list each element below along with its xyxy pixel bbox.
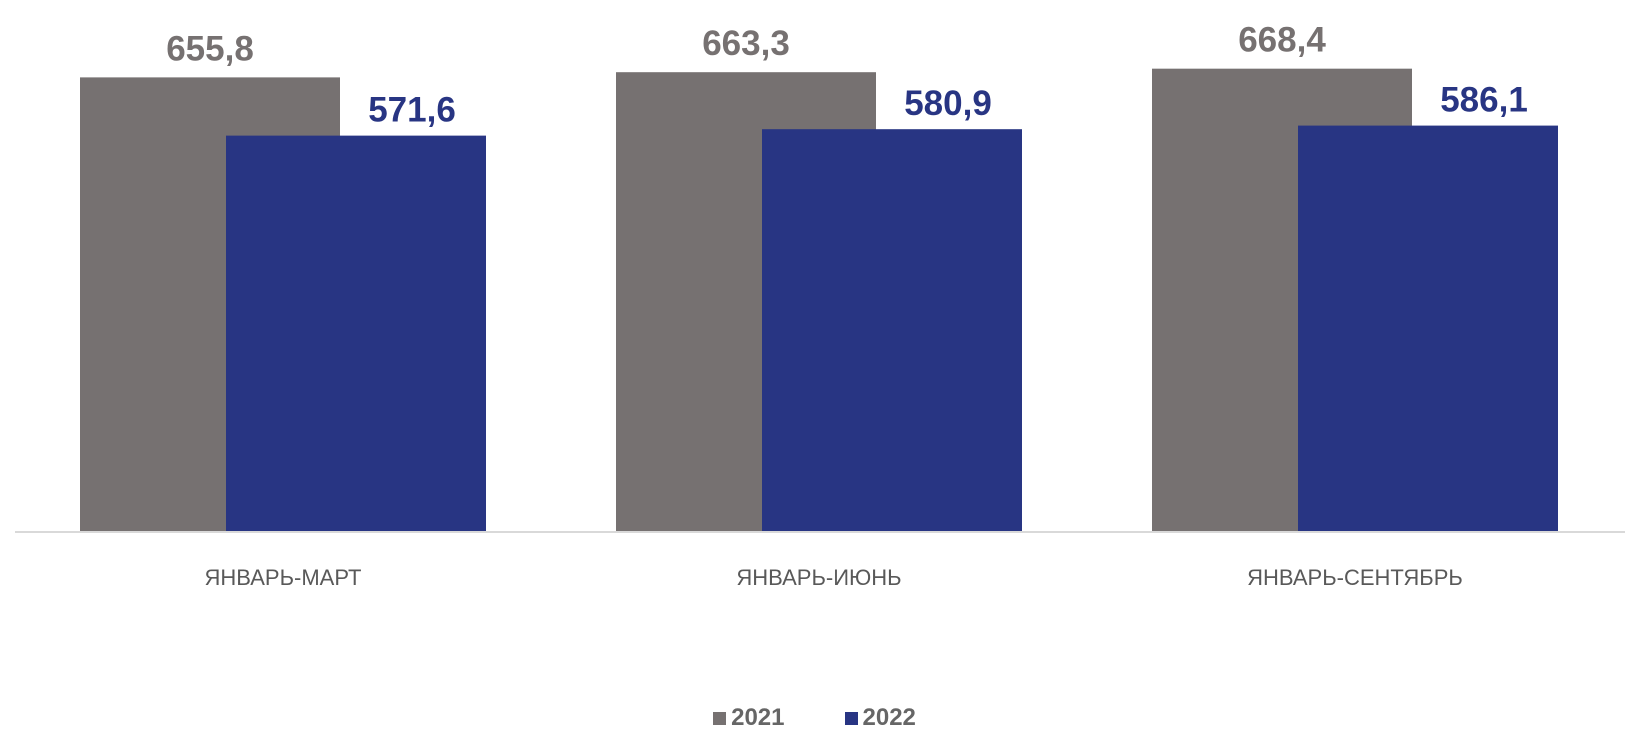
data-label-2021-2: 663,3 <box>702 24 790 63</box>
data-label-2022-3: 586,1 <box>1440 81 1528 120</box>
data-label-2021-1: 655,8 <box>166 29 254 68</box>
bars-group <box>80 68 1558 532</box>
legend: 2021 2022 <box>0 704 1629 732</box>
category-label-2: ЯНВАРЬ-ИЮНЬ <box>736 565 901 590</box>
legend-swatch-2021 <box>713 711 727 725</box>
legend-item-2022: 2022 <box>844 704 916 732</box>
category-label-1: ЯНВАРЬ-МАРТ <box>205 565 362 590</box>
bar-2022-3 <box>1298 125 1558 531</box>
labels-group: 655,8 571,6 ЯНВАРЬ-МАРТ 663,3 580,9 ЯНВАРЬ-ИЮ… <box>166 21 1528 590</box>
category-label-3: ЯНВАРЬ-СЕНТЯБРЬ <box>1247 565 1463 590</box>
legend-item-2021: 2021 <box>713 704 785 732</box>
legend-label-2021: 2021 <box>731 704 785 731</box>
bar-2022-2 <box>762 129 1022 531</box>
data-label-2022-1: 571,6 <box>368 91 456 130</box>
bar-2022-1 <box>226 135 486 532</box>
legend-label-2022: 2022 <box>862 704 916 731</box>
data-label-2022-2: 580,9 <box>904 84 992 123</box>
legend-swatch-2022 <box>844 711 858 725</box>
data-label-2021-3: 668,4 <box>1238 21 1326 60</box>
